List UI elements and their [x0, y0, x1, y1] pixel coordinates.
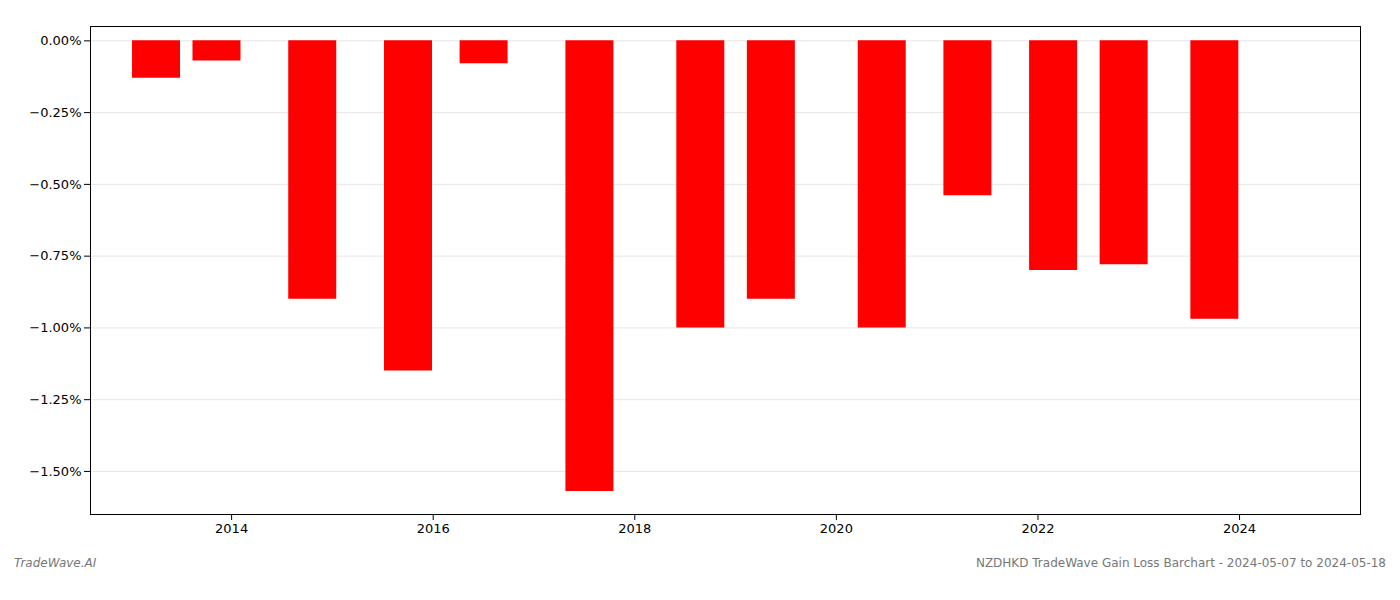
html-text:TradeWave.AI: TradeWave.AI	[14, 556, 97, 570]
svg-text:0.00%: 0.00%	[40, 33, 81, 48]
svg-text:2014: 2014	[215, 521, 248, 536]
svg-text:−0.75%: −0.75%	[29, 248, 81, 263]
svg-text:2020: 2020	[820, 521, 853, 536]
svg-text:−1.25%: −1.25%	[29, 392, 81, 407]
html-text:NZDHKD TradeWave Gain Loss Bar: NZDHKD TradeWave Gain Loss Barchart - 20…	[975, 556, 1386, 570]
svg-text:−0.50%: −0.50%	[29, 177, 81, 192]
svg-text:2016: 2016	[417, 521, 450, 536]
svg-text:2018: 2018	[618, 521, 651, 536]
svg-text:−0.25%: −0.25%	[29, 105, 81, 120]
svg-text:2024: 2024	[1223, 521, 1256, 536]
svg-text:2022: 2022	[1021, 521, 1054, 536]
svg-text:−1.00%: −1.00%	[29, 320, 81, 335]
svg-text:−1.50%: −1.50%	[29, 464, 81, 479]
